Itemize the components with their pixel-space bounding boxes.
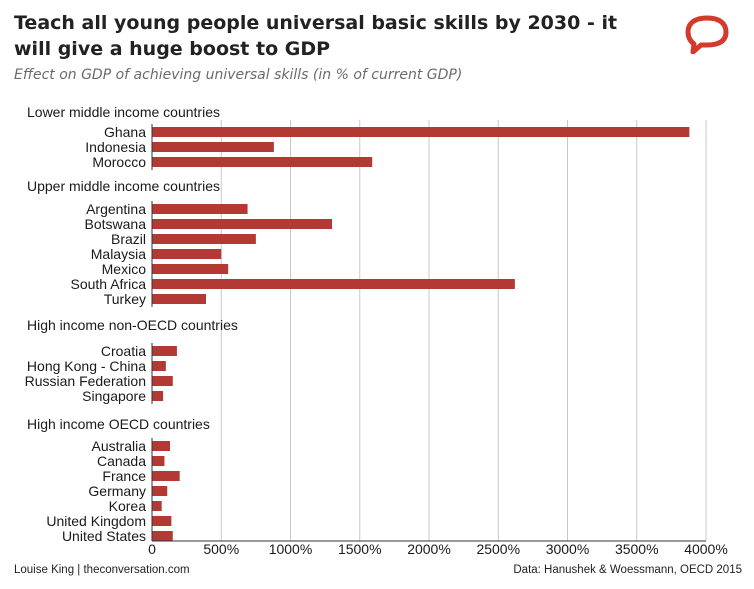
x-tick-label: 500% [203, 541, 239, 557]
group-heading: High income OECD countries [27, 416, 210, 432]
bar [152, 264, 229, 274]
category-label: Malaysia [91, 246, 146, 262]
x-tick-label: 0 [148, 541, 156, 557]
category-label: Mexico [102, 261, 147, 277]
group-heading: Upper middle income countries [27, 178, 220, 194]
category-label: Indonesia [85, 139, 146, 155]
category-label: Turkey [104, 291, 146, 307]
x-tick-label: 1000% [269, 541, 313, 557]
chart-title: Teach all young people universal basic s… [14, 12, 618, 60]
category-label: Brazil [111, 231, 146, 247]
bar [152, 361, 166, 371]
category-label: United Kingdom [46, 513, 146, 529]
bar [152, 486, 168, 496]
category-label: Canada [97, 453, 146, 469]
group-heading: High income non-OECD countries [27, 317, 238, 333]
x-tick-label: 1500% [338, 541, 382, 557]
category-label: Germany [88, 483, 146, 499]
bar [152, 376, 173, 386]
bar [152, 516, 172, 526]
x-tick-label: 4000% [684, 541, 728, 557]
bar [152, 249, 222, 259]
bar [152, 456, 165, 466]
x-tick-label: 3500% [615, 541, 659, 557]
group-heading: Lower middle income countries [27, 104, 220, 120]
category-label: Korea [109, 498, 147, 514]
category-label: Australia [92, 438, 147, 454]
bar [152, 346, 177, 356]
bar [152, 531, 173, 541]
bar [152, 157, 373, 167]
category-label: Singapore [82, 388, 146, 404]
bar [152, 471, 180, 481]
x-tick-label: 2500% [476, 541, 520, 557]
bar [152, 294, 207, 304]
bar [152, 219, 333, 229]
category-label: Argentina [86, 201, 146, 217]
credit-text: Louise King | theconversation.com [14, 564, 190, 576]
x-tick-label: 2000% [407, 541, 451, 557]
bar [152, 441, 171, 451]
category-label: Morocco [92, 154, 146, 170]
speech-bubble-icon [685, 15, 729, 54]
bar [152, 279, 515, 289]
bar [152, 501, 162, 511]
category-label: Hong Kong - China [27, 358, 146, 374]
category-label: Russian Federation [25, 373, 146, 389]
source-text: Data: Hanushek & Woessmann, OECD 2015 [513, 564, 742, 576]
bar [152, 234, 256, 244]
bar [152, 391, 164, 401]
bar [152, 204, 248, 214]
category-label: Ghana [104, 124, 146, 140]
category-label: Botswana [85, 216, 147, 232]
bar [152, 127, 690, 137]
x-tick-label: 3000% [546, 541, 590, 557]
chart-subtitle: Effect on GDP of achieving universal ski… [14, 67, 463, 83]
category-label: France [102, 468, 146, 484]
bar [152, 142, 274, 152]
category-label: Croatia [101, 343, 146, 359]
category-label: South Africa [71, 276, 147, 292]
category-label: United States [62, 528, 146, 544]
